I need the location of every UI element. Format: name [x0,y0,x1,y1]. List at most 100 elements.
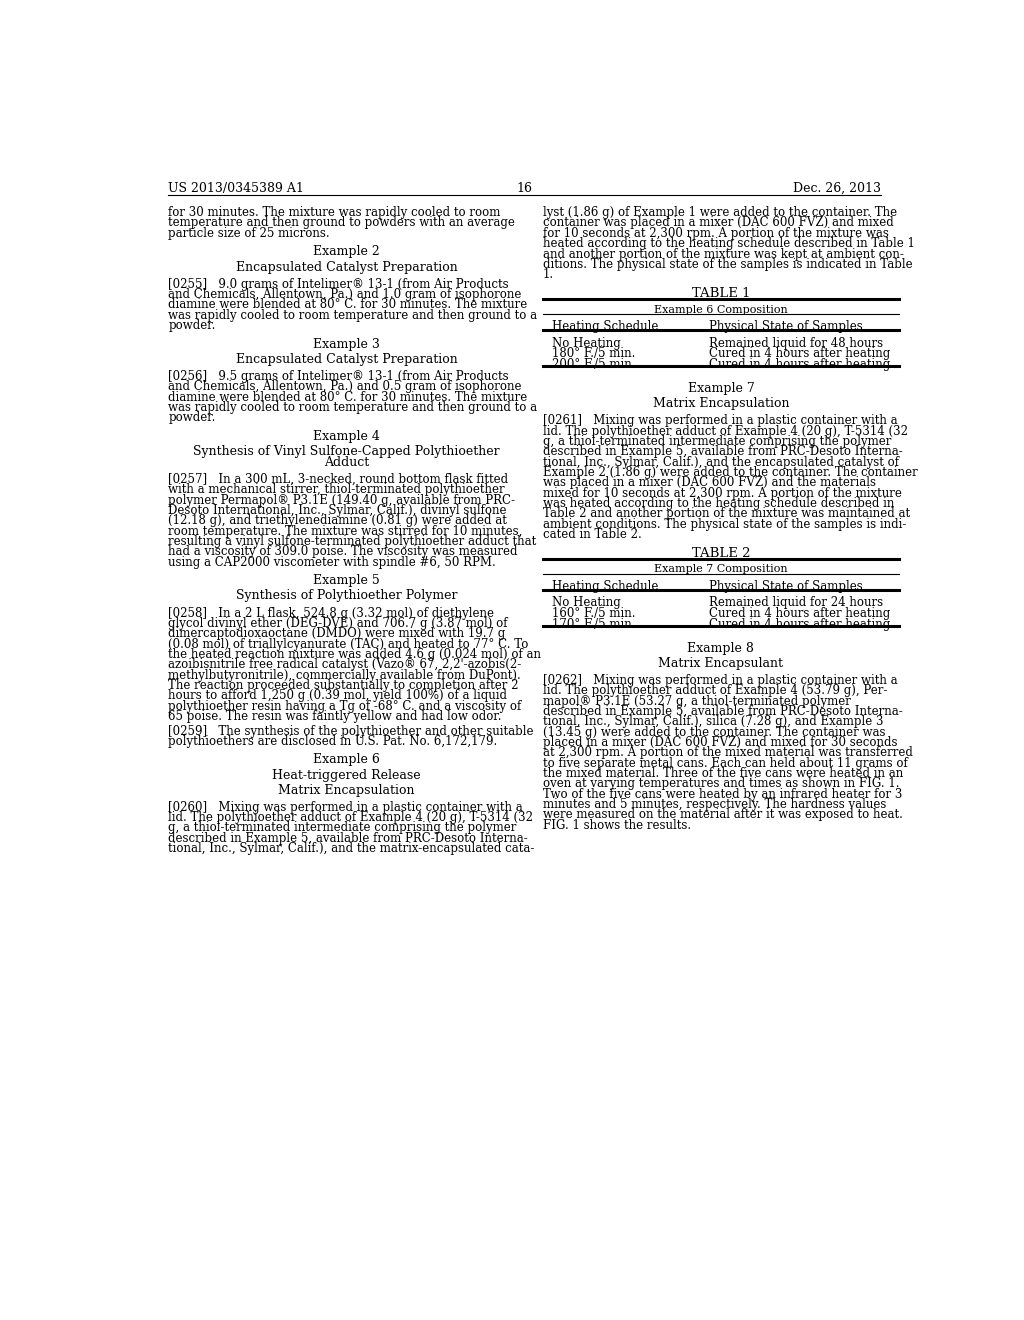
Text: to five separate metal cans. Each can held about 11 grams of: to five separate metal cans. Each can he… [543,756,907,770]
Text: dimercaptodioxaoctane (DMDO) were mixed with 19.7 g: dimercaptodioxaoctane (DMDO) were mixed … [168,627,506,640]
Text: [0260]   Mixing was performed in a plastic container with a: [0260] Mixing was performed in a plastic… [168,801,523,814]
Text: Encapsulated Catalyst Preparation: Encapsulated Catalyst Preparation [236,352,458,366]
Text: described in Example 5, available from PRC-Desoto Interna-: described in Example 5, available from P… [543,705,902,718]
Text: lid. The polythioether adduct of Example 4 (20 g), T-5314 (32: lid. The polythioether adduct of Example… [543,425,907,437]
Text: 16: 16 [517,182,532,194]
Text: lyst (1.86 g) of Example 1 were added to the container. The: lyst (1.86 g) of Example 1 were added to… [543,206,897,219]
Text: Synthesis of Polythioether Polymer: Synthesis of Polythioether Polymer [236,590,458,602]
Text: 1.: 1. [543,268,554,281]
Text: [0255]   9.0 grams of Intelimer® 13-1 (from Air Products: [0255] 9.0 grams of Intelimer® 13-1 (fro… [168,277,509,290]
Text: No Heating: No Heating [552,597,621,610]
Text: particle size of 25 microns.: particle size of 25 microns. [168,227,330,240]
Text: tional, Inc., Sylmar, Calif.), and the encapsulated catalyst of: tional, Inc., Sylmar, Calif.), and the e… [543,455,899,469]
Text: mapol® P3.1E (53.27 g, a thiol-terminated polymer: mapol® P3.1E (53.27 g, a thiol-terminate… [543,694,851,708]
Text: 160° F./5 min.: 160° F./5 min. [552,607,636,620]
Text: [0257]   In a 300 mL, 3-necked, round bottom flask fitted: [0257] In a 300 mL, 3-necked, round bott… [168,473,509,486]
Text: the heated reaction mixture was added 4.6 g (0.024 mol) of an: the heated reaction mixture was added 4.… [168,648,542,661]
Text: Physical State of Samples: Physical State of Samples [709,579,862,593]
Text: and another portion of the mixture was kept at ambient con-: and another portion of the mixture was k… [543,248,903,260]
Text: Heat-triggered Release: Heat-triggered Release [272,768,421,781]
Text: Matrix Encapsulation: Matrix Encapsulation [279,784,415,797]
Text: g, a thiol-terminated intermediate comprising the polymer: g, a thiol-terminated intermediate compr… [543,434,891,447]
Text: TABLE 2: TABLE 2 [691,546,751,560]
Text: Example 2: Example 2 [313,246,380,259]
Text: Remained liquid for 24 hours: Remained liquid for 24 hours [709,597,883,610]
Text: tional, Inc., Sylmar, Calif.), silica (7.28 g), and Example 3: tional, Inc., Sylmar, Calif.), silica (7… [543,715,883,729]
Text: No Heating: No Heating [552,337,621,350]
Text: ambient conditions. The physical state of the samples is indi-: ambient conditions. The physical state o… [543,517,906,531]
Text: g, a thiol-terminated intermediate comprising the polymer: g, a thiol-terminated intermediate compr… [168,821,517,834]
Text: resulting a vinyl sulfone-terminated polythioether adduct that: resulting a vinyl sulfone-terminated pol… [168,535,537,548]
Text: oven at varying temperatures and times as shown in FIG. 1.: oven at varying temperatures and times a… [543,777,899,791]
Text: polymer Permapol® P3.1E (149.40 g, available from PRC-: polymer Permapol® P3.1E (149.40 g, avail… [168,494,515,507]
Text: lid. The polythioether adduct of Example 4 (20 g), T-5314 (32: lid. The polythioether adduct of Example… [168,812,534,824]
Text: and Chemicals, Allentown, Pa.) and 1.0 gram of isophorone: and Chemicals, Allentown, Pa.) and 1.0 g… [168,288,521,301]
Text: Example 6 Composition: Example 6 Composition [654,305,787,314]
Text: mixed for 10 seconds at 2,300 rpm. A portion of the mixture: mixed for 10 seconds at 2,300 rpm. A por… [543,487,901,499]
Text: Example 2 (1.86 g) were added to the container. The container: Example 2 (1.86 g) were added to the con… [543,466,918,479]
Text: Example 5: Example 5 [313,574,380,587]
Text: Cured in 4 hours after heating: Cured in 4 hours after heating [709,607,890,620]
Text: Desoto International, Inc., Sylmar, Calif.), divinyl sulfone: Desoto International, Inc., Sylmar, Cali… [168,504,507,517]
Text: [0262]   Mixing was performed in a plastic container with a: [0262] Mixing was performed in a plastic… [543,675,897,686]
Text: minutes and 5 minutes, respectively. The hardness values: minutes and 5 minutes, respectively. The… [543,799,886,810]
Text: polythioethers are disclosed in U.S. Pat. No. 6,172,179.: polythioethers are disclosed in U.S. Pat… [168,735,498,748]
Text: Table 2 and another portion of the mixture was maintained at: Table 2 and another portion of the mixtu… [543,507,909,520]
Text: [0259]   The synthesis of the polythioether and other suitable: [0259] The synthesis of the polythioethe… [168,725,534,738]
Text: Matrix Encapsulant: Matrix Encapsulant [658,657,783,669]
Text: US 2013/0345389 A1: US 2013/0345389 A1 [168,182,304,194]
Text: Example 8: Example 8 [687,642,755,655]
Text: Heating Schedule: Heating Schedule [552,321,658,333]
Text: Example 7: Example 7 [687,381,755,395]
Text: were measured on the material after it was exposed to heat.: were measured on the material after it w… [543,808,902,821]
Text: and Chemicals, Allentown, Pa.) and 0.5 gram of isophorone: and Chemicals, Allentown, Pa.) and 0.5 g… [168,380,522,393]
Text: Heating Schedule: Heating Schedule [552,579,658,593]
Text: heated according to the heating schedule described in Table 1: heated according to the heating schedule… [543,238,914,251]
Text: hours to afford 1,250 g (0.39 mol, yield 100%) of a liquid: hours to afford 1,250 g (0.39 mol, yield… [168,689,507,702]
Text: was rapidly cooled to room temperature and then ground to a: was rapidly cooled to room temperature a… [168,309,538,322]
Text: Matrix Encapsulation: Matrix Encapsulation [652,397,790,411]
Text: 180° F./5 min.: 180° F./5 min. [552,347,635,360]
Text: Cured in 4 hours after heating: Cured in 4 hours after heating [709,618,890,631]
Text: azoibisnitrile free radical catalyst (Vazo® 67, 2,2'-azobis(2-: azoibisnitrile free radical catalyst (Va… [168,659,521,672]
Text: Cured in 4 hours after heating: Cured in 4 hours after heating [709,358,890,371]
Text: methylbutyronitrile), commercially available from DuPont).: methylbutyronitrile), commercially avail… [168,669,521,681]
Text: (12.18 g), and triethylenediamine (0.81 g) were added at: (12.18 g), and triethylenediamine (0.81 … [168,515,507,528]
Text: at 2,300 rpm. A portion of the mixed material was transferred: at 2,300 rpm. A portion of the mixed mat… [543,746,912,759]
Text: Adduct: Adduct [324,455,370,469]
Text: ditions. The physical state of the samples is indicated in Table: ditions. The physical state of the sampl… [543,257,912,271]
Text: was rapidly cooled to room temperature and then ground to a: was rapidly cooled to room temperature a… [168,401,538,414]
Text: tional, Inc., Sylmar, Calif.), and the matrix-encapsulated cata-: tional, Inc., Sylmar, Calif.), and the m… [168,842,535,855]
Text: lid. The polythioether adduct of Example 4 (53.79 g), Per-: lid. The polythioether adduct of Example… [543,684,887,697]
Text: Two of the five cans were heated by an infrared heater for 3: Two of the five cans were heated by an i… [543,788,902,801]
Text: Physical State of Samples: Physical State of Samples [709,321,862,333]
Text: [0261]   Mixing was performed in a plastic container with a: [0261] Mixing was performed in a plastic… [543,414,897,428]
Text: placed in a mixer (DAC 600 FVZ) and mixed for 30 seconds: placed in a mixer (DAC 600 FVZ) and mixe… [543,737,897,748]
Text: FIG. 1 shows the results.: FIG. 1 shows the results. [543,818,691,832]
Text: Dec. 26, 2013: Dec. 26, 2013 [794,182,882,194]
Text: Cured in 4 hours after heating: Cured in 4 hours after heating [709,347,890,360]
Text: for 30 minutes. The mixture was rapidly cooled to room: for 30 minutes. The mixture was rapidly … [168,206,501,219]
Text: powder.: powder. [168,319,216,333]
Text: for 10 seconds at 2,300 rpm. A portion of the mixture was: for 10 seconds at 2,300 rpm. A portion o… [543,227,889,240]
Text: Example 6: Example 6 [313,754,380,767]
Text: Example 3: Example 3 [313,338,380,351]
Text: had a viscosity of 309.0 poise. The viscosity was measured: had a viscosity of 309.0 poise. The visc… [168,545,518,558]
Text: [0256]   9.5 grams of Intelimer® 13-1 (from Air Products: [0256] 9.5 grams of Intelimer® 13-1 (fro… [168,370,509,383]
Text: Synthesis of Vinyl Sulfone-Capped Polythioether: Synthesis of Vinyl Sulfone-Capped Polyth… [194,445,500,458]
Text: [0258]   In a 2 L flask, 524.8 g (3.32 mol) of diethylene: [0258] In a 2 L flask, 524.8 g (3.32 mol… [168,607,495,619]
Text: diamine were blended at 80° C. for 30 minutes. The mixture: diamine were blended at 80° C. for 30 mi… [168,391,527,404]
Text: The reaction proceeded substantially to completion after 2: The reaction proceeded substantially to … [168,678,519,692]
Text: (0.08 mol) of triallylcyanurate (TAC) and heated to 77° C. To: (0.08 mol) of triallylcyanurate (TAC) an… [168,638,528,651]
Text: room temperature. The mixture was stirred for 10 minutes,: room temperature. The mixture was stirre… [168,525,522,537]
Text: Remained liquid for 48 hours: Remained liquid for 48 hours [709,337,883,350]
Text: was placed in a mixer (DAC 600 FVZ) and the materials: was placed in a mixer (DAC 600 FVZ) and … [543,477,876,490]
Text: diamine were blended at 80° C. for 30 minutes. The mixture: diamine were blended at 80° C. for 30 mi… [168,298,527,312]
Text: Example 7 Composition: Example 7 Composition [654,565,787,574]
Text: described in Example 5, available from PRC-Desoto Interna-: described in Example 5, available from P… [168,832,528,845]
Text: cated in Table 2.: cated in Table 2. [543,528,641,541]
Text: described in Example 5, available from PRC-Desoto Interna-: described in Example 5, available from P… [543,445,902,458]
Text: Encapsulated Catalyst Preparation: Encapsulated Catalyst Preparation [236,260,458,273]
Text: 65 poise. The resin was faintly yellow and had low odor.: 65 poise. The resin was faintly yellow a… [168,710,502,723]
Text: polythioether resin having a Tg of -68° C. and a viscosity of: polythioether resin having a Tg of -68° … [168,700,521,713]
